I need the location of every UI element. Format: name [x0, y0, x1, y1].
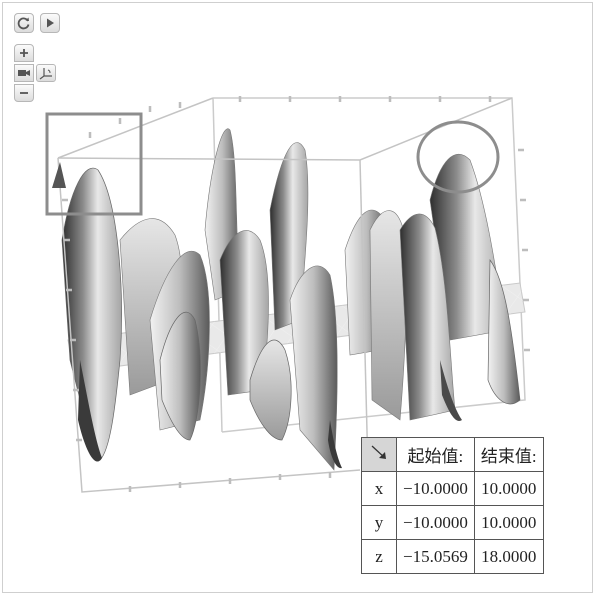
- zoom-out-button[interactable]: [14, 84, 34, 102]
- axes-button[interactable]: [36, 64, 56, 82]
- table-row: x −10.0000 10.0000: [361, 471, 544, 506]
- play-button[interactable]: [40, 13, 60, 33]
- end-value[interactable]: 10.0000: [473, 505, 544, 540]
- arrow-down-right-icon: [371, 445, 386, 459]
- highlight-box: [45, 112, 143, 216]
- refresh-icon: [17, 17, 30, 30]
- start-value[interactable]: −15.0569: [396, 539, 475, 574]
- axis-label: x: [361, 471, 397, 506]
- highlight-circle: [416, 120, 500, 194]
- zoom-in-button[interactable]: [14, 44, 34, 62]
- play-icon: [47, 18, 54, 28]
- axis-range-table: 起始值: 结束值: x −10.0000 10.0000 y −10.0000 …: [361, 437, 544, 574]
- axis-label: y: [361, 505, 397, 540]
- corner-cell: [361, 437, 397, 472]
- end-value[interactable]: 18.0000: [473, 539, 544, 574]
- wave-surface: [61, 128, 521, 471]
- start-value[interactable]: −10.0000: [396, 471, 475, 506]
- zoom-out-icon: [20, 92, 28, 94]
- refresh-button[interactable]: [14, 13, 34, 33]
- axes-icon: [39, 68, 52, 80]
- zoom-in-icon: [20, 49, 28, 57]
- table-header-row: 起始值: 结束值:: [361, 437, 544, 472]
- z-axis-arrow-icon: [52, 162, 66, 188]
- end-value[interactable]: 10.0000: [473, 471, 544, 506]
- camera-button[interactable]: [14, 64, 34, 82]
- camera-icon: [18, 70, 30, 76]
- header-end: 结束值:: [473, 437, 544, 472]
- bounding-box-front: [57, 97, 513, 493]
- header-start: 起始值:: [396, 437, 475, 472]
- table-row: z −15.0569 18.0000: [361, 539, 544, 574]
- table-row: y −10.0000 10.0000: [361, 505, 544, 540]
- axis-label: z: [361, 539, 397, 574]
- start-value[interactable]: −10.0000: [396, 505, 475, 540]
- axis-ticks: [62, 96, 530, 492]
